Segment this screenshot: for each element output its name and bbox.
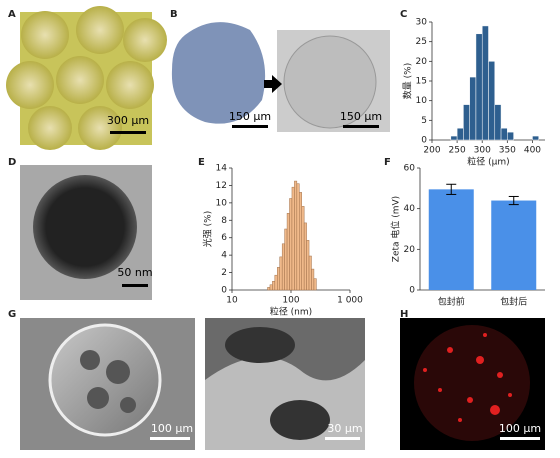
x-tick-label: 1 000 [337,296,363,306]
y-tick-label: 15 [416,77,427,87]
y-tick-label: 0 [409,286,415,296]
panel-label: G [8,309,16,320]
x-tick-label: 200 [423,146,440,156]
scale-bar-label: 50 nm [117,266,152,279]
bar [313,278,317,291]
bar [481,25,489,141]
bar [274,274,278,291]
scale-bar-label: 150 μm [229,110,271,123]
y-tick-label: 12 [216,181,227,191]
image-h [400,318,545,450]
panel-label: D [8,157,16,168]
y-tick-label: 0 [221,286,227,296]
x-tick-label: 300 [474,146,491,156]
x-tick-label: 100 [282,296,299,306]
bar [463,104,470,141]
y-tick-label: 10 [216,198,228,208]
scale-bar-label: 30 μm [327,422,362,435]
bar [281,243,285,291]
bar [289,198,293,291]
bar [469,76,477,141]
y-tick-label: 40 [404,204,416,214]
y-axis-label: Zeta 电位 (mV) [390,196,402,262]
panel-label: A [8,9,16,20]
y-tick-label: 60 [404,164,416,174]
x-axis-label: 粒径 (μm) [467,156,509,168]
x-tick-label: 400 [524,146,541,156]
bar [450,135,458,141]
bar [491,200,537,290]
bar [267,287,271,291]
bar [500,127,508,141]
scale-bar-label: 100 μm [151,422,193,435]
bar [456,127,464,141]
x-tick-label: 250 [449,146,466,156]
bar [277,267,280,291]
panel-label: C [400,9,407,20]
x-tick-label: 包封前 [438,296,465,308]
bar [294,180,298,291]
scale-bar-label: 100 μm [499,422,541,435]
bar [269,284,273,291]
panel-label: B [170,9,178,20]
bar [279,256,283,291]
x-tick-label: 10 [226,296,238,306]
scale-bar-label: 300 μm [107,114,149,127]
panel-label: E [198,157,205,168]
bar [301,206,305,291]
scale-bar-label: 150 μm [340,110,382,123]
bar [284,228,288,291]
y-tick-label: 8 [221,216,227,226]
image-g [20,318,365,450]
bar [532,135,539,141]
y-tick-label: 6 [221,233,227,243]
bar [291,186,295,291]
bar [272,281,276,291]
bar [296,183,300,291]
bar [299,192,302,291]
bar [306,240,310,291]
x-axis-label: 粒径 (nm) [270,306,312,318]
bar [286,213,290,291]
panel-label: F [384,157,391,168]
bar [494,104,502,141]
panel-label: H [400,309,408,320]
bar [475,33,483,141]
y-tick-label: 5 [421,116,427,126]
y-axis-label: 光强 (%) [202,211,214,247]
bar [428,189,474,290]
y-tick-label: 30 [416,18,428,28]
y-tick-label: 25 [416,37,427,47]
y-tick-label: 4 [221,251,227,261]
y-tick-label: 20 [404,245,416,255]
bar [507,131,514,141]
y-tick-label: 20 [416,57,428,67]
bar [303,222,307,291]
x-tick-label: 350 [499,146,516,156]
image-b [171,22,390,132]
y-axis-label: 数量 (%) [402,63,414,99]
bar [488,61,496,141]
y-tick-label: 0 [421,136,427,146]
x-tick-label: 包封后 [500,296,527,308]
image-a [6,6,167,150]
image-d [20,165,152,300]
bar [311,268,315,291]
y-tick-label: 14 [216,164,228,174]
bar [308,255,312,291]
y-tick-label: 2 [221,268,227,278]
y-tick-label: 10 [416,96,428,106]
